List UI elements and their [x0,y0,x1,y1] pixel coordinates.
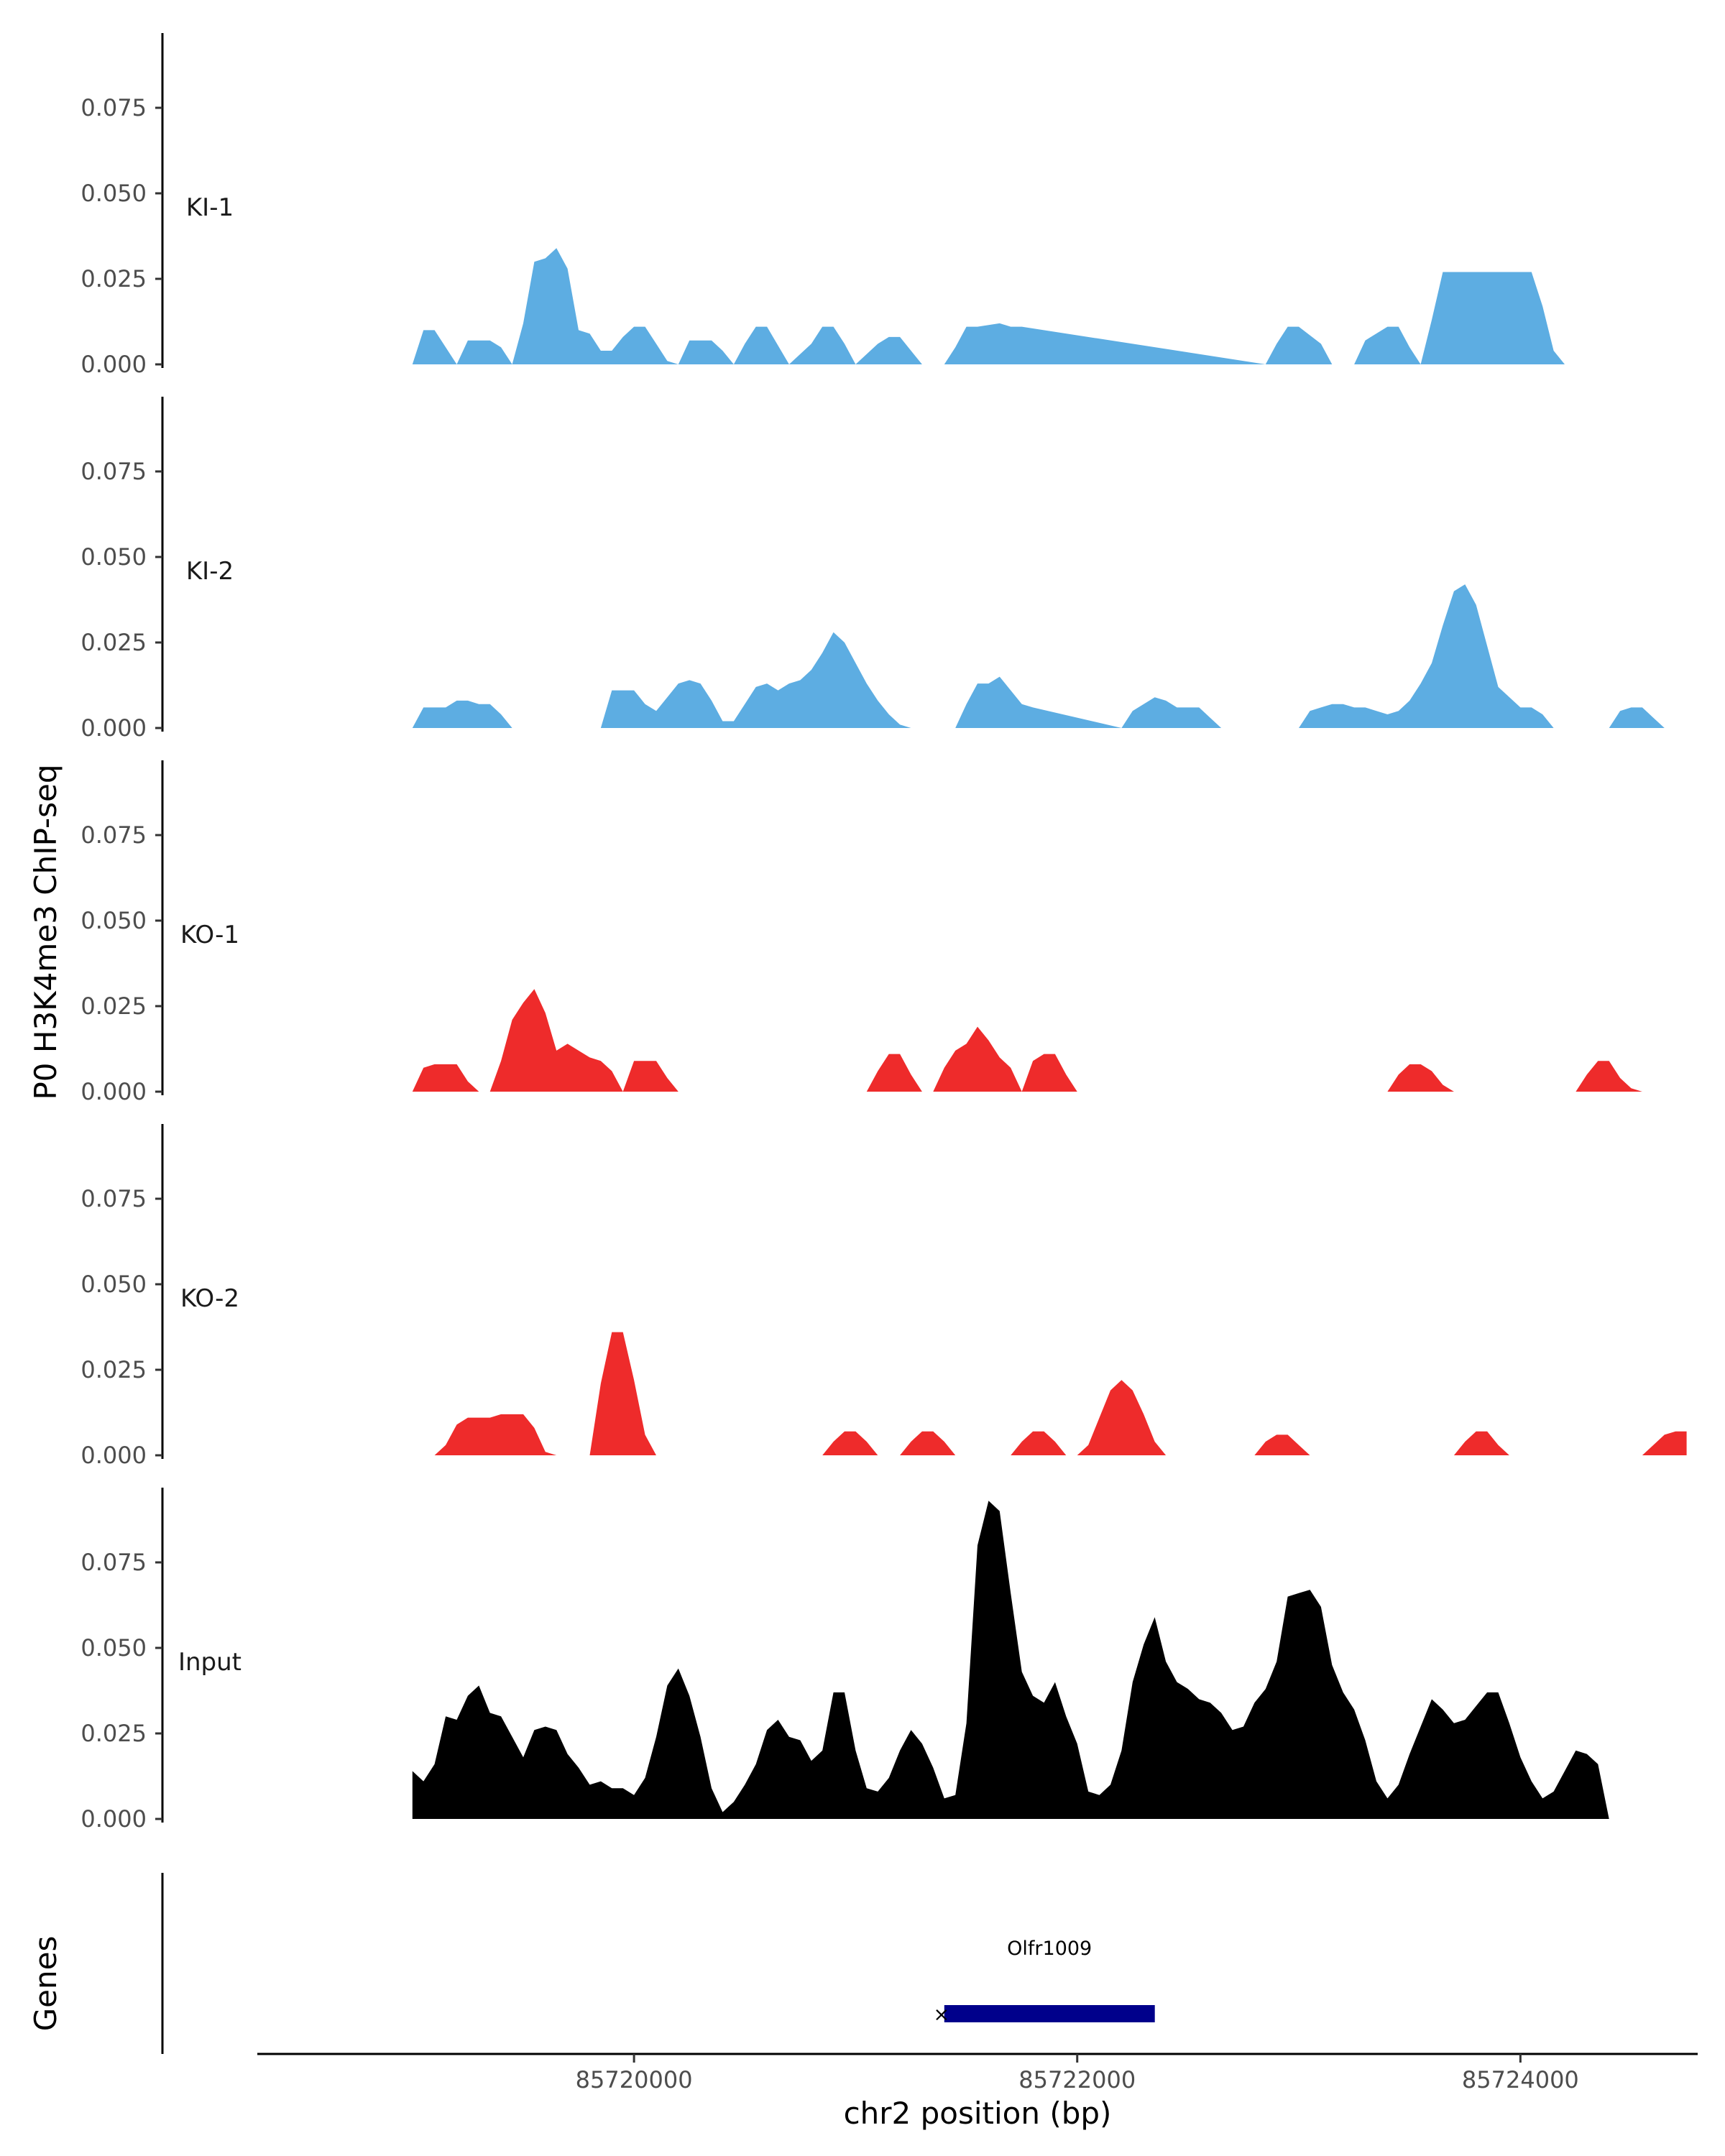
y-tick-label: 0.000 [80,1805,147,1833]
track-label-input: Input [178,1648,242,1677]
track-ki-2: 0.000 0.025 0.050 0.075 KI-2 [80,397,1665,742]
genes-panel-title: Genes [28,1936,63,2032]
track-ki-1: 0.000 0.025 0.050 0.075 KI-1 [80,33,1587,378]
y-tick-label: 0.075 [80,1185,147,1212]
y-tick-label: 0.075 [80,1549,147,1576]
y-tick-label: 0.000 [80,351,147,378]
y-tick-label: 0.025 [80,629,147,656]
coverage-area-input [412,1501,1609,1819]
coverage-area-ki-2-2 [1609,707,1665,728]
y-tick-label: 0.050 [80,180,147,207]
y-tick-label: 0.000 [80,1078,147,1105]
genes-panel: Genes Olfr1009 × [28,1873,1155,2054]
y-tick-label: 0.050 [80,1634,147,1662]
x-tick-label: 85724000 [1462,2066,1579,2093]
track-label-ki-2: KI-2 [186,557,234,586]
y-axis-title: P0 H3K4me3 ChIP-seq [28,764,63,1100]
y-tick-label: 0.075 [80,821,147,849]
y-tick-label: 0.025 [80,1356,147,1383]
track-input: 0.000 0.025 0.050 0.075 Input [80,1488,1609,1833]
y-tick-label: 0.025 [80,992,147,1020]
coverage-area-ko-2-2 [1642,1431,1687,1455]
y-tick-label: 0.050 [80,907,147,934]
gene-strand-marker: × [933,2004,949,2026]
y-tick-label: 0.050 [80,543,147,571]
gene-label-olfr1009[interactable]: Olfr1009 [1007,1938,1092,1960]
track-ko-1: 0.000 0.025 0.050 0.075 KO-1 [80,760,1642,1105]
y-tick-label: 0.025 [80,265,147,292]
x-axis-title: chr2 position (bp) [844,2096,1112,2131]
y-tick-label: 0.050 [80,1271,147,1298]
track-label-ko-2: KO-2 [180,1284,239,1313]
y-tick-label: 0.075 [80,94,147,121]
x-tick-label: 85720000 [576,2066,693,2093]
y-tick-label: 0.025 [80,1720,147,1747]
x-tick-label: 85722000 [1018,2066,1136,2093]
coverage-area-ko-2 [434,1332,1509,1455]
tracks-layer: 0.0000.0250.0500.075KI-10.0000.0250.0500… [80,33,1687,1833]
y-tick-label: 0.000 [80,1442,147,1469]
track-label-ko-1: KO-1 [180,921,239,949]
gene-body-olfr1009[interactable] [944,2005,1155,2022]
y-tick-label: 0.075 [80,458,147,485]
x-axis: chr2 position (bp) 85720000 85722000 85724… [257,2053,1698,2131]
coverage-area-ki-1 [412,248,1587,364]
y-tick-label: 0.000 [80,714,147,742]
coverage-area-ki-2 [412,584,1565,728]
track-label-ki-1: KI-1 [186,193,234,222]
coverage-area-ko-1 [412,989,1642,1092]
track-ko-2: 0.000 0.025 0.050 0.075 KO-2 [80,1124,1687,1469]
